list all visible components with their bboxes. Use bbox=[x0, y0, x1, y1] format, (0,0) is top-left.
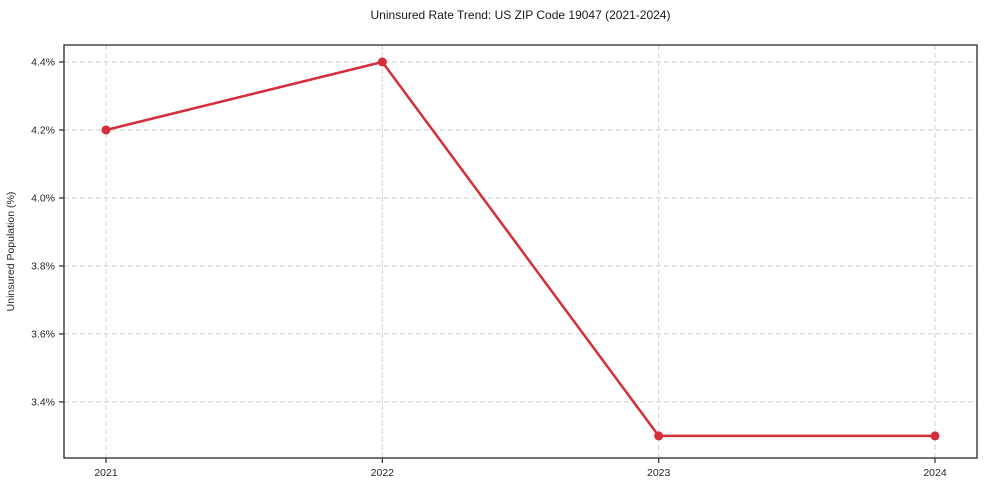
x-tick-label: 2024 bbox=[923, 467, 947, 479]
x-tick-label: 2023 bbox=[647, 467, 671, 479]
data-point bbox=[654, 431, 664, 441]
y-tick-label: 3.4% bbox=[31, 396, 55, 408]
x-tick-label: 2021 bbox=[94, 467, 118, 479]
y-axis-label: Uninsured Population (%) bbox=[5, 192, 17, 312]
y-tick-label: 4.2% bbox=[31, 124, 55, 136]
y-tick-label: 3.6% bbox=[31, 328, 55, 340]
y-tick-label: 3.8% bbox=[31, 260, 55, 272]
data-point bbox=[101, 125, 111, 135]
data-point bbox=[377, 57, 387, 67]
plot-border bbox=[63, 44, 978, 459]
data-point bbox=[930, 431, 940, 441]
y-tick-label: 4.4% bbox=[31, 56, 55, 68]
chart-title: Uninsured Rate Trend: US ZIP Code 19047 … bbox=[370, 8, 671, 22]
x-tick-label: 2022 bbox=[371, 467, 395, 479]
y-tick-label: 4.0% bbox=[31, 192, 55, 204]
trend-line bbox=[104, 60, 937, 438]
